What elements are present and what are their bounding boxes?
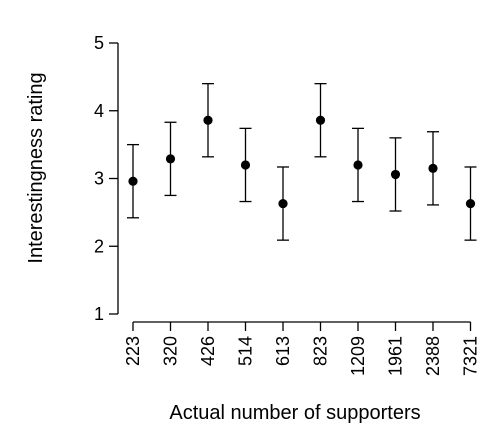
error-bar [389, 137, 402, 212]
x-tick-label: 1209 [348, 336, 368, 376]
x-tick-label: 223 [123, 336, 143, 366]
data-point [128, 176, 138, 186]
x-tick-label: 7321 [461, 336, 481, 376]
data-point [465, 198, 476, 209]
x-tick-label: 1961 [386, 336, 406, 376]
x-tick-label: 514 [236, 336, 256, 366]
error-bar [427, 131, 439, 206]
data-point [428, 163, 438, 173]
data-point [165, 154, 176, 164]
error-bar [127, 143, 139, 219]
error-bar [277, 166, 289, 241]
error-bar [464, 166, 477, 241]
error-bar [314, 83, 327, 158]
x-tick-label: 613 [273, 336, 293, 366]
data-point [315, 115, 326, 125]
y-tick-label: 5 [94, 33, 104, 53]
data-point [353, 160, 363, 170]
data-point [278, 198, 288, 209]
error-bar [239, 127, 252, 203]
y-tick-label: 3 [94, 169, 104, 189]
y-tick-label: 2 [94, 236, 104, 256]
data-point [203, 115, 213, 125]
data-point [390, 169, 401, 180]
y-tick-label: 4 [94, 101, 104, 121]
x-axis: 223 320 426 514 613 823 1209 1961 2388 7321 [123, 321, 481, 376]
data-point [240, 160, 251, 170]
error-bar [352, 127, 364, 203]
error-bar [202, 83, 214, 158]
x-axis-title: Actual number of supporters [169, 402, 420, 424]
y-tick-label: 1 [94, 304, 104, 324]
x-tick-label: 823 [311, 336, 331, 366]
x-tick-label: 2388 [423, 336, 443, 376]
y-axis-title: Interestingness rating [25, 72, 47, 263]
data-marks [127, 83, 477, 241]
x-tick-label: 320 [161, 336, 181, 366]
y-axis: 1 2 3 4 5 [94, 33, 119, 324]
x-tick-label: 426 [198, 336, 218, 366]
error-bar [164, 121, 177, 197]
